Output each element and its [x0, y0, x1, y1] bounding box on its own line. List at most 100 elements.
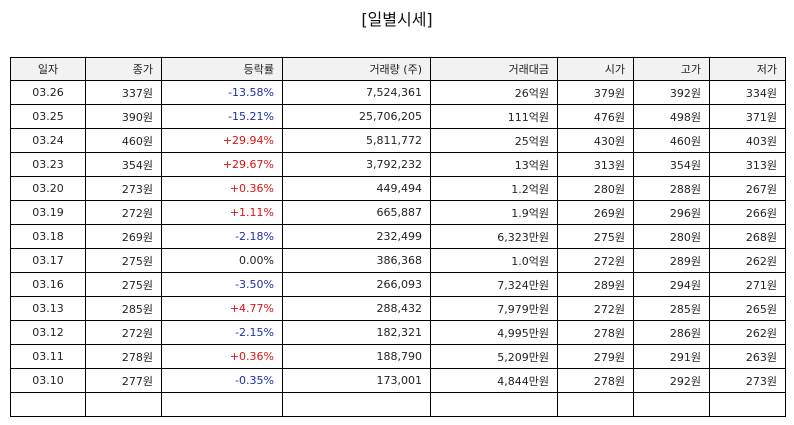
cell-open: 275원 — [557, 224, 634, 249]
cell-high: 294원 — [633, 272, 710, 297]
cell-volume: 7,524,361 — [282, 80, 431, 105]
table-row: 03.17 275원 0.00% 386,368 1.0억원 272원 289원 262원 — [10, 248, 786, 273]
table-header-row: 일자 종가 등락률 거래량 (주) 거래대금 시가 고가 저가 — [10, 57, 786, 81]
cell-low: 263원 — [709, 344, 786, 369]
header-date: 일자 — [10, 57, 86, 81]
cell-volume: 232,499 — [282, 224, 431, 249]
cell-volume: 25,706,205 — [282, 104, 431, 129]
cell-change-rate: +29.94% — [161, 128, 283, 153]
cell-open: 476원 — [557, 104, 634, 129]
cell-open: 379원 — [557, 80, 634, 105]
cell-date: 03.13 — [10, 296, 86, 321]
cell-change-rate: -0.35% — [161, 368, 283, 393]
cell-volume — [282, 392, 431, 417]
cell-close: 354원 — [85, 152, 162, 177]
cell-date: 03.10 — [10, 368, 86, 393]
header-change-rate: 등락률 — [161, 57, 283, 81]
cell-low: 265원 — [709, 296, 786, 321]
cell-trade-amount: 13억원 — [430, 152, 558, 177]
cell-open: 272원 — [557, 296, 634, 321]
cell-high: 288원 — [633, 176, 710, 201]
cell-low: 371원 — [709, 104, 786, 129]
cell-trade-amount: 6,323만원 — [430, 224, 558, 249]
cell-open: 289원 — [557, 272, 634, 297]
cell-change-rate: -2.15% — [161, 320, 283, 345]
cell-volume: 173,001 — [282, 368, 431, 393]
cell-volume: 665,887 — [282, 200, 431, 225]
cell-date: 03.16 — [10, 272, 86, 297]
cell-change-rate: +1.11% — [161, 200, 283, 225]
cell-close: 273원 — [85, 176, 162, 201]
table-row — [10, 392, 786, 417]
cell-low: 262원 — [709, 248, 786, 273]
cell-change-rate: -2.18% — [161, 224, 283, 249]
table-row: 03.26 337원 -13.58% 7,524,361 26억원 379원 392원 334… — [10, 80, 786, 105]
cell-date: 03.19 — [10, 200, 86, 225]
cell-close: 390원 — [85, 104, 162, 129]
cell-date: 03.24 — [10, 128, 86, 153]
cell-change-rate: -13.58% — [161, 80, 283, 105]
cell-close: 277원 — [85, 368, 162, 393]
cell-close: 275원 — [85, 272, 162, 297]
cell-volume: 182,321 — [282, 320, 431, 345]
cell-close: 272원 — [85, 200, 162, 225]
cell-trade-amount: 1.2억원 — [430, 176, 558, 201]
table-row: 03.11 278원 +0.36% 188,790 5,209만원 279원 291원 263… — [10, 344, 786, 369]
cell-high: 460원 — [633, 128, 710, 153]
cell-date: 03.25 — [10, 104, 86, 129]
cell-volume: 386,368 — [282, 248, 431, 273]
header-trade-amount: 거래대금 — [430, 57, 558, 81]
header-open: 시가 — [557, 57, 634, 81]
cell-open — [557, 392, 634, 417]
cell-low: 267원 — [709, 176, 786, 201]
cell-trade-amount: 1.9억원 — [430, 200, 558, 225]
cell-low — [709, 392, 786, 417]
table-row: 03.19 272원 +1.11% 665,887 1.9억원 269원 296원 266원 — [10, 200, 786, 225]
daily-price-table: 일자 종가 등락률 거래량 (주) 거래대금 시가 고가 저가 03.26 337… — [10, 57, 786, 417]
cell-open: 430원 — [557, 128, 634, 153]
cell-trade-amount: 26억원 — [430, 80, 558, 105]
cell-change-rate — [161, 392, 283, 417]
cell-open: 269원 — [557, 200, 634, 225]
cell-open: 279원 — [557, 344, 634, 369]
cell-close: 278원 — [85, 344, 162, 369]
cell-close: 285원 — [85, 296, 162, 321]
cell-date: 03.17 — [10, 248, 86, 273]
cell-change-rate: +29.67% — [161, 152, 283, 177]
cell-date: 03.20 — [10, 176, 86, 201]
cell-trade-amount: 25억원 — [430, 128, 558, 153]
cell-close: 337원 — [85, 80, 162, 105]
cell-change-rate: +4.77% — [161, 296, 283, 321]
cell-date — [10, 392, 86, 417]
cell-high: 286원 — [633, 320, 710, 345]
cell-low: 271원 — [709, 272, 786, 297]
cell-change-rate: +0.36% — [161, 176, 283, 201]
cell-high: 392원 — [633, 80, 710, 105]
cell-open: 280원 — [557, 176, 634, 201]
cell-date: 03.18 — [10, 224, 86, 249]
cell-volume: 188,790 — [282, 344, 431, 369]
cell-high: 498원 — [633, 104, 710, 129]
header-volume: 거래량 (주) — [282, 57, 431, 81]
cell-close: 460원 — [85, 128, 162, 153]
cell-low: 262원 — [709, 320, 786, 345]
table-row: 03.24 460원 +29.94% 5,811,772 25억원 430원 460원 403… — [10, 128, 786, 153]
cell-change-rate: 0.00% — [161, 248, 283, 273]
cell-date: 03.26 — [10, 80, 86, 105]
cell-date: 03.23 — [10, 152, 86, 177]
cell-close: 272원 — [85, 320, 162, 345]
cell-change-rate: -3.50% — [161, 272, 283, 297]
cell-trade-amount: 1.0억원 — [430, 248, 558, 273]
header-high: 고가 — [633, 57, 710, 81]
cell-low: 268원 — [709, 224, 786, 249]
cell-trade-amount: 7,324만원 — [430, 272, 558, 297]
table-row: 03.18 269원 -2.18% 232,499 6,323만원 275원 280원 268… — [10, 224, 786, 249]
cell-low: 273원 — [709, 368, 786, 393]
cell-date: 03.11 — [10, 344, 86, 369]
cell-low: 266원 — [709, 200, 786, 225]
table-row: 03.10 277원 -0.35% 173,001 4,844만원 278원 292원 273… — [10, 368, 786, 393]
cell-high: 354원 — [633, 152, 710, 177]
cell-open: 272원 — [557, 248, 634, 273]
cell-close — [85, 392, 162, 417]
cell-low: 403원 — [709, 128, 786, 153]
